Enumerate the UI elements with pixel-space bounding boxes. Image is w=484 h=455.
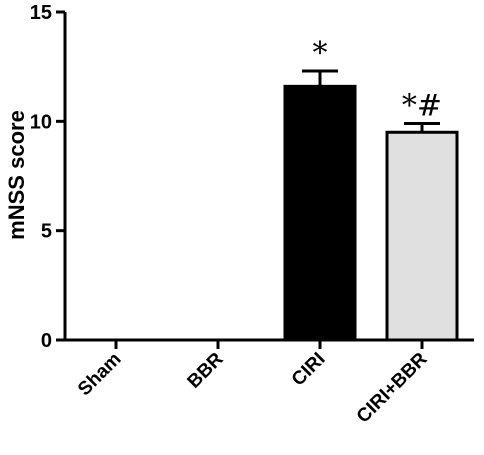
y-tick-label: 0 xyxy=(41,330,52,352)
y-tick-label: 5 xyxy=(41,221,52,243)
x-category-label: Sham xyxy=(74,349,125,400)
x-category-label: CIRI+BBR xyxy=(353,348,432,427)
y-tick-label: 10 xyxy=(30,111,52,133)
x-category-label: BBR xyxy=(184,348,228,392)
significance-marker: *# xyxy=(402,89,442,124)
y-tick-label: 15 xyxy=(30,2,52,24)
significance-marker: * xyxy=(313,36,328,71)
bar-ciri-bbr xyxy=(385,130,459,342)
x-category-label: CIRI xyxy=(288,349,330,391)
y-axis-title: mNSS score xyxy=(4,110,29,240)
plot-area: 0 5 10 15 Sham BBR * CIRI *# CIRI+BBR xyxy=(30,2,474,427)
bar-ciri xyxy=(283,84,357,342)
